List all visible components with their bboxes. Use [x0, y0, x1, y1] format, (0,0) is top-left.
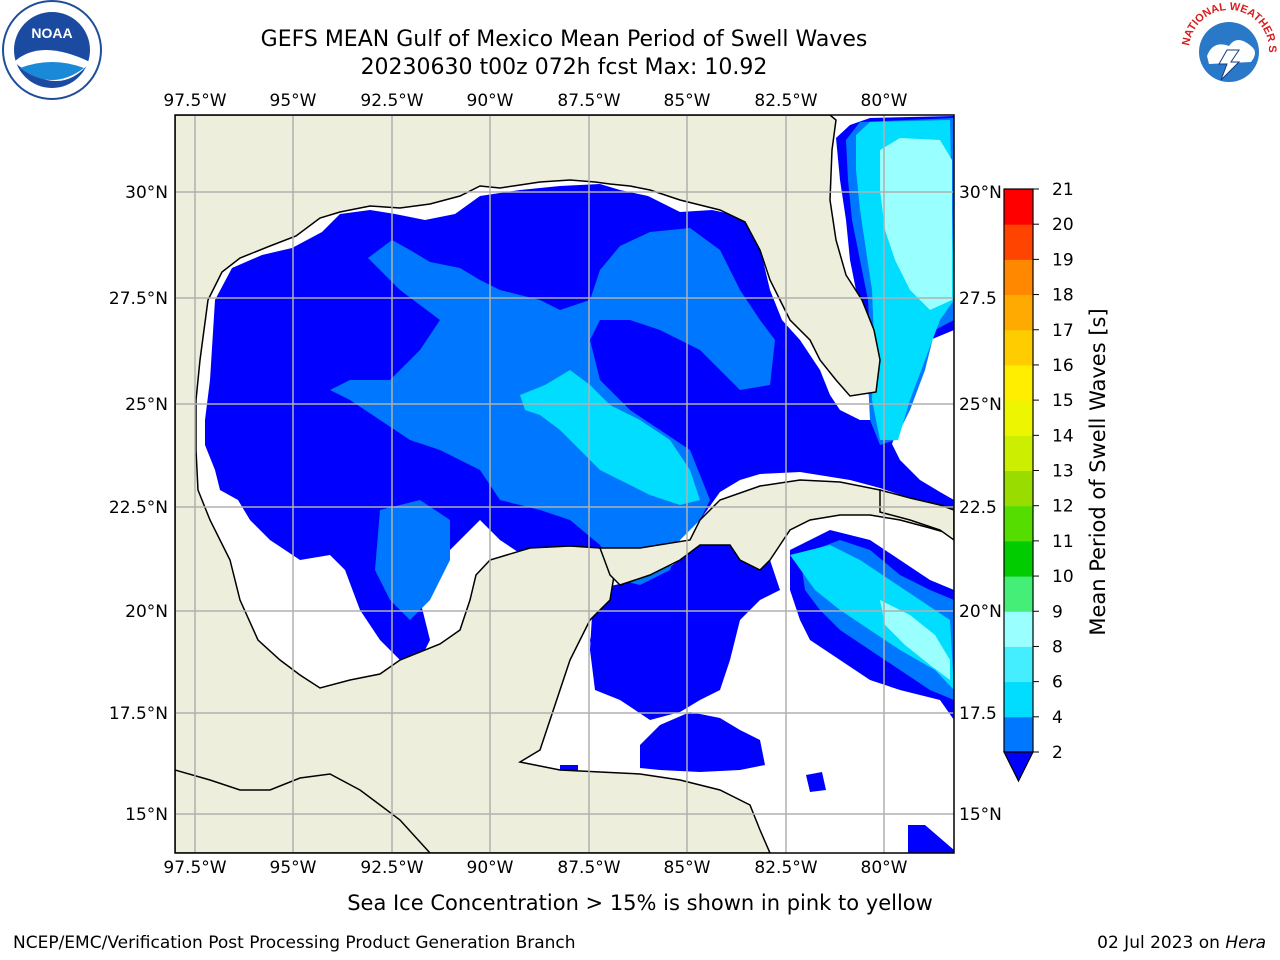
swell-band-2-4-small-2: [908, 825, 954, 853]
lon-label-bottom: 92.5°W: [360, 858, 423, 878]
colorbar-band: [1004, 400, 1033, 436]
sea-ice-note: Sea Ice Concentration > 15% is shown in …: [347, 891, 933, 915]
lon-label-bottom: 80°W: [861, 858, 908, 878]
lon-label-top: 90°W: [467, 91, 514, 111]
map-frame: [174, 114, 955, 854]
lat-label-right: 20°N: [959, 602, 1002, 622]
swell-band-2-4-channel: [640, 712, 765, 772]
colorbar-band: [1004, 259, 1033, 296]
lon-label-bottom: 85°W: [664, 858, 711, 878]
lat-label-left: 30°N: [125, 183, 168, 203]
colorbar-label: Mean Period of Swell Waves [s]: [1086, 308, 1110, 635]
colorbar-band: [1004, 716, 1033, 753]
nws-logo: NATIONAL WEATHER SERVICE: [1177, 0, 1278, 97]
colorbar-tick-label: 14: [1052, 426, 1074, 446]
swell-band-8-9-atlantic: [880, 138, 952, 310]
land-cuba-east: [879, 489, 954, 541]
lat-label-right: 22.5: [959, 498, 997, 518]
swell-band-2-4-small-1: [806, 772, 826, 792]
date-text: 02 Jul 2023 on Hera: [1097, 933, 1266, 953]
colorbar-band: [1004, 505, 1033, 542]
noaa-logo-text: NOAA: [31, 25, 72, 41]
colorbar-band: [1004, 611, 1033, 647]
colorbar-band: [1004, 364, 1033, 401]
colorbar-tick-label: 10: [1052, 567, 1074, 587]
colorbar-tick-label: 9: [1052, 602, 1063, 622]
colorbar-tick-label: 17: [1052, 321, 1074, 341]
colorbar-tick-label: 13: [1052, 462, 1074, 482]
lat-label-right: 17.5: [959, 704, 997, 724]
lat-label-left: 25°N: [125, 395, 168, 415]
colorbar-tick-label: 15: [1052, 391, 1074, 411]
noaa-logo: NOAA: [2, 0, 102, 100]
colorbar-band: [1004, 224, 1033, 260]
land-us-mexico-west: [175, 115, 881, 853]
colorbar-tick-label: 11: [1052, 532, 1074, 552]
lon-label-top: 97.5°W: [163, 91, 226, 111]
lon-label-bottom: 90°W: [467, 858, 514, 878]
lat-label-right: 30°N: [959, 183, 1002, 203]
colorbar-tick-label: 20: [1052, 215, 1074, 235]
lon-label-bottom: 95°W: [270, 858, 317, 878]
colorbar-tick-label: 16: [1052, 356, 1074, 376]
machine-name: Hera: [1225, 933, 1266, 953]
colorbar-band: [1004, 329, 1033, 366]
map-area: [175, 115, 954, 853]
colorbar-extend-arrow: [1003, 751, 1034, 783]
colorbar-band: [1004, 681, 1033, 718]
colorbar-tick-label: 2: [1052, 743, 1063, 763]
lat-label-right: 27.5: [959, 289, 997, 309]
colorbar-band: [1004, 540, 1033, 577]
latitude-labels-left: 30°N 27.5°N 25°N 22.5°N 20°N 17.5°N 15°N: [109, 183, 168, 825]
colorbar-band: [1004, 189, 1033, 225]
swell-band-6-8-caribbean: [790, 545, 954, 690]
swell-band-8-9-caribbean: [880, 600, 950, 680]
credit-text: NCEP/EMC/Verification Post Processing Pr…: [13, 933, 576, 953]
lat-label-left: 27.5°N: [109, 289, 168, 309]
lon-label-top: 80°W: [861, 91, 908, 111]
lon-label-top: 95°W: [270, 91, 317, 111]
colorbar-band: [1004, 646, 1033, 683]
lat-label-left: 17.5°N: [109, 704, 168, 724]
colorbar-tick-label: 4: [1052, 708, 1063, 728]
map-gridlines: [175, 115, 954, 853]
colorbar-band: [1004, 435, 1033, 471]
colorbar: 2 4 6 8 9 10 11 12 13 14 15 16 17 18 19 20 21: [1003, 180, 1074, 783]
map-title: GEFS MEAN Gulf of Mexico Mean Period of …: [260, 27, 868, 52]
lon-label-top: 85°W: [664, 91, 711, 111]
colorbar-tick-label: 21: [1052, 180, 1074, 200]
swell-band-4-6-west: [375, 500, 450, 620]
lat-label-right: 15°N: [959, 805, 1002, 825]
colorbar-band: [1004, 576, 1033, 612]
colorbar-band: [1004, 294, 1033, 331]
lon-label-bottom: 97.5°W: [163, 858, 226, 878]
lon-label-top: 92.5°W: [360, 91, 423, 111]
colorbar-tick-label: 12: [1052, 497, 1074, 517]
date-value: 02 Jul 2023 on: [1097, 933, 1220, 953]
map-subtitle: 20230630 t00z 072h fcst Max: 10.92: [360, 55, 768, 80]
colorbar-tick-label: 8: [1052, 637, 1063, 657]
lat-label-left: 20°N: [125, 602, 168, 622]
lon-label-bottom: 82.5°W: [754, 858, 817, 878]
colorbar-tick-label: 19: [1052, 250, 1074, 270]
colorbar-tick-label: 6: [1052, 673, 1063, 693]
colorbar-tick-label: 18: [1052, 286, 1074, 306]
longitude-labels: 97.5°W 95°W 92.5°W 90°W 87.5°W 85°W 82.5…: [163, 91, 907, 878]
lon-label-top: 87.5°W: [557, 91, 620, 111]
lon-label-top: 82.5°W: [754, 91, 817, 111]
lat-label-left: 22.5°N: [109, 498, 168, 518]
lat-label-left: 15°N: [125, 805, 168, 825]
lat-label-right: 25°N: [959, 395, 1002, 415]
lon-label-bottom: 87.5°W: [557, 858, 620, 878]
swell-band-2-4-yucatan: [590, 540, 780, 720]
colorbar-band: [1004, 470, 1033, 507]
latitude-labels-right: 30°N 27.5 25°N 22.5 20°N 17.5 15°N: [959, 183, 1002, 825]
